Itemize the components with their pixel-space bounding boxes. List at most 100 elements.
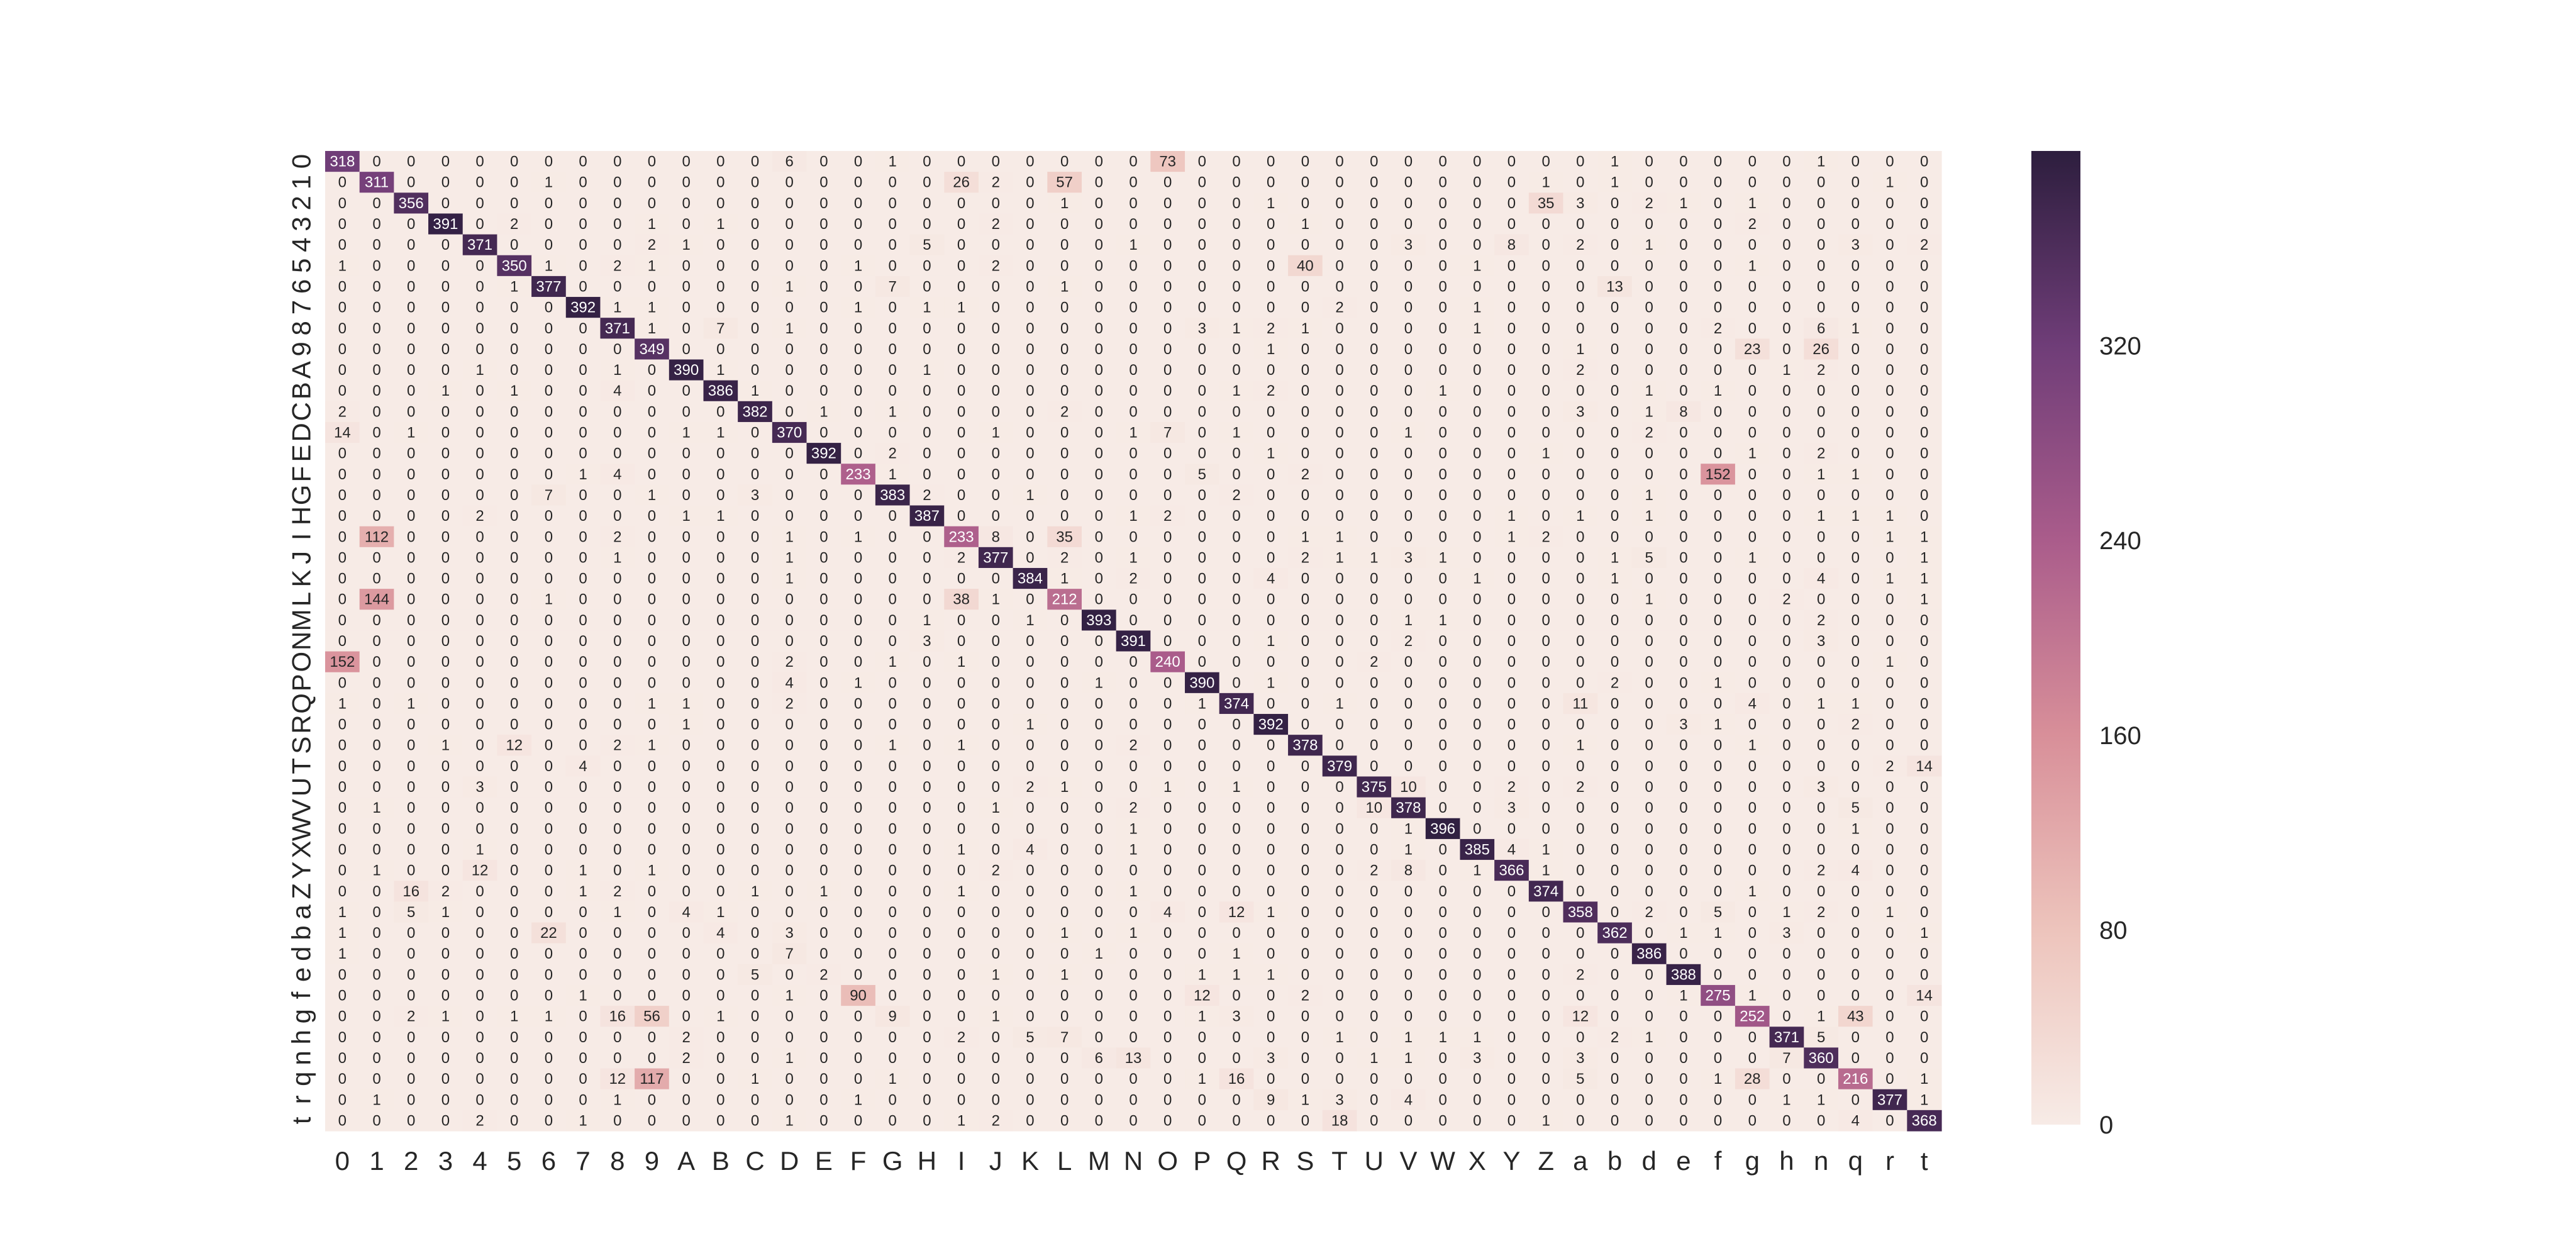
cell-value-label: 0	[648, 1050, 656, 1067]
heatmap-cell	[875, 297, 911, 318]
cell-value-label: 0	[1748, 174, 1757, 191]
x-tick-label: N	[1124, 1146, 1143, 1176]
cell-value-label: 0	[475, 341, 484, 358]
cell-value-label: 0	[682, 549, 690, 566]
cell-value-label: 0	[1782, 257, 1790, 274]
cell-value-label: 0	[579, 591, 587, 608]
heatmap-cell	[1563, 401, 1598, 423]
cell-value-label: 0	[545, 549, 553, 566]
cell-value-label: 0	[1438, 988, 1446, 1005]
cell-value-label: 4	[1404, 1091, 1413, 1108]
cell-value-label: 0	[1679, 883, 1687, 900]
heatmap-cell	[531, 255, 567, 277]
cell-value-label: 0	[1232, 633, 1240, 650]
heatmap-cell	[738, 172, 773, 193]
heatmap-cell	[772, 255, 808, 277]
cell-value-label: 0	[1920, 737, 1928, 754]
cell-value-label: 0	[1782, 779, 1790, 796]
cell-value-label: 0	[923, 153, 931, 170]
cell-value-label: 0	[1267, 299, 1275, 316]
cell-value-label: 0	[1473, 278, 1481, 295]
cell-value-label: 0	[1026, 403, 1034, 420]
heatmap-cell	[1528, 172, 1564, 193]
cell-value-label: 0	[819, 341, 828, 358]
cell-value-label: 0	[1370, 445, 1378, 462]
cell-value-label: 0	[1026, 278, 1034, 295]
cell-value-label: 0	[1129, 966, 1137, 983]
heatmap-cell	[1804, 297, 1839, 318]
cell-value-label: 0	[992, 508, 1000, 525]
cell-value-label: 0	[716, 695, 724, 712]
cell-value-label: 1	[1198, 1008, 1206, 1025]
heatmap-cell	[1460, 338, 1495, 360]
y-tick-label: I	[287, 533, 316, 540]
heatmap-cell	[1219, 318, 1254, 339]
cell-value-label: 0	[338, 799, 347, 816]
cell-value-label: 0	[889, 299, 897, 316]
cell-value-label: 0	[1060, 654, 1069, 671]
cell-value-label: 0	[1817, 237, 1825, 253]
cell-value-label: 0	[1060, 382, 1069, 399]
cell-value-label: 0	[1404, 654, 1413, 671]
cell-value-label: 0	[1782, 737, 1790, 754]
heatmap-cell	[531, 318, 567, 339]
cell-value-label: 0	[1026, 528, 1034, 545]
cell-value-label: 12	[506, 737, 523, 754]
cell-value-label: 0	[1714, 174, 1722, 191]
cell-value-label: 0	[338, 758, 347, 775]
cell-value-label: 0	[889, 571, 897, 587]
heatmap-cell	[841, 359, 876, 381]
cell-value-label: 0	[1232, 341, 1240, 358]
heatmap-cell	[1047, 172, 1082, 193]
cell-value-label: 0	[1198, 612, 1206, 629]
heatmap-cell	[944, 338, 979, 360]
heatmap-cell	[1804, 380, 1839, 402]
heatmap-cell	[1838, 297, 1874, 318]
cell-value-label: 0	[1335, 862, 1343, 879]
cell-value-label: 0	[786, 1071, 794, 1088]
cell-value-label: 0	[1645, 820, 1653, 837]
cell-value-label: 0	[372, 508, 380, 525]
cell-value-label: 1	[889, 1071, 897, 1088]
cell-value-label: 2	[1267, 382, 1275, 399]
cell-value-label: 0	[613, 612, 621, 629]
cell-value-label: 0	[751, 841, 759, 858]
heatmap-cell	[669, 172, 704, 193]
heatmap-cell	[806, 401, 841, 423]
cell-value-label: 0	[1679, 445, 1687, 462]
y-tick-label: Z	[287, 883, 316, 899]
cell-value-label: 391	[433, 216, 458, 233]
cell-value-label: 0	[338, 362, 347, 379]
cell-value-label: 35	[1056, 528, 1073, 545]
cell-value-label: 0	[819, 862, 828, 879]
cell-value-label: 0	[716, 716, 724, 733]
cell-value-label: 0	[1507, 216, 1516, 233]
heatmap-cell	[1013, 359, 1048, 381]
cell-value-label: 0	[441, 237, 450, 253]
heatmap-cell	[600, 380, 635, 402]
cell-value-label: 1	[338, 695, 347, 712]
cell-value-label: 0	[1335, 425, 1343, 442]
heatmap-cell	[1701, 213, 1736, 235]
heatmap-cell	[841, 276, 876, 298]
heatmap-cell	[497, 255, 532, 277]
cell-value-label: 0	[1404, 591, 1413, 608]
cell-value-label: 0	[1679, 674, 1687, 691]
heatmap-cell	[635, 255, 670, 277]
x-tick-label: V	[1399, 1146, 1417, 1176]
cell-value-label: 0	[372, 425, 380, 442]
cell-value-label: 0	[1473, 1071, 1481, 1088]
cell-value-label: 0	[407, 549, 415, 566]
cell-value-label: 0	[819, 841, 828, 858]
cell-value-label: 1	[1714, 716, 1722, 733]
cell-value-label: 0	[1782, 237, 1790, 253]
cell-value-label: 0	[1507, 591, 1516, 608]
cell-value-label: 0	[1404, 925, 1413, 942]
cell-value-label: 0	[1370, 883, 1378, 900]
cell-value-label: 1	[1129, 883, 1137, 900]
cell-value-label: 0	[1095, 591, 1103, 608]
cell-value-label: 0	[786, 591, 794, 608]
cell-value-label: 0	[1541, 1050, 1550, 1067]
cell-value-label: 0	[854, 362, 862, 379]
heatmap-cell	[1047, 192, 1082, 214]
